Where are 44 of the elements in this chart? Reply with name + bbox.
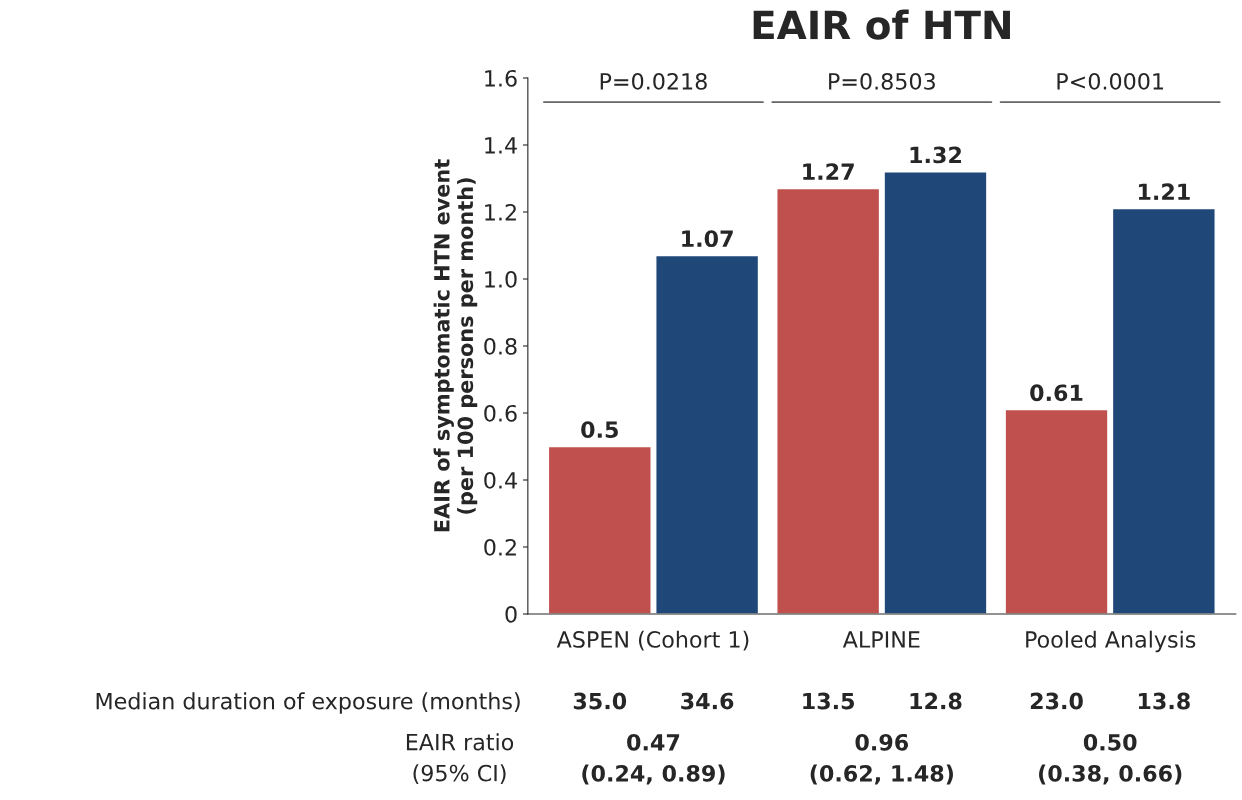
text: (0.24, 0.89) bbox=[582, 764, 725, 785]
x-tick-label: ASPEN (Cohort 1) bbox=[556, 630, 749, 651]
data-label: 1.27 bbox=[803, 163, 854, 180]
data-label: 0.61 bbox=[1030, 384, 1083, 402]
bar bbox=[547, 445, 652, 614]
y-tick-label: 0.8 bbox=[484, 337, 517, 355]
text: (0.62, 1.48) bbox=[810, 764, 953, 785]
y-axis-title: EAIR of symptomatic HTN event (per 100 persons per month) bbox=[433, 159, 478, 532]
text: 35.0 bbox=[573, 692, 627, 710]
bar bbox=[1111, 207, 1216, 614]
text: (95% CI) bbox=[413, 764, 506, 785]
bar bbox=[1004, 408, 1109, 614]
y-tick-label: 1.0 bbox=[485, 270, 517, 288]
data-label: 1.32 bbox=[910, 146, 961, 164]
y-tick-label: 1.2 bbox=[485, 203, 516, 221]
y-tick-label: 0.6 bbox=[484, 404, 517, 422]
text: 13.8 bbox=[1138, 692, 1190, 710]
text: 0.50 bbox=[1083, 733, 1137, 751]
y-tick-label: 0 bbox=[505, 605, 517, 623]
text: 13.5 bbox=[803, 692, 855, 710]
chart-title: EAIR of HTN bbox=[753, 9, 1010, 40]
y-tick-label: 0.4 bbox=[484, 471, 517, 489]
text: 0.96 bbox=[855, 733, 909, 751]
text: EAIR ratio bbox=[406, 733, 514, 751]
text: 12.8 bbox=[910, 692, 962, 710]
text: 0.47 bbox=[627, 733, 680, 751]
bar bbox=[776, 187, 881, 614]
annotation: P=0.0218 bbox=[600, 72, 707, 90]
text: (0.38, 0.66) bbox=[1039, 764, 1182, 785]
annotation: P<0.0001 bbox=[1057, 72, 1164, 90]
data-label: 0.5 bbox=[581, 421, 618, 439]
data-label: 1.21 bbox=[1138, 183, 1190, 200]
text: 23.0 bbox=[1030, 692, 1083, 710]
data-label: 1.07 bbox=[682, 230, 733, 248]
x-tick-label: Pooled Analysis bbox=[1026, 630, 1196, 653]
text: Median duration of exposure (months) bbox=[96, 692, 520, 714]
text: 34.6 bbox=[681, 692, 734, 710]
annotation: P=0.8503 bbox=[829, 72, 935, 90]
y-tick-label: 1.4 bbox=[485, 137, 517, 154]
bar bbox=[655, 254, 760, 614]
y-tick-label: 1.6 bbox=[485, 69, 517, 87]
x-tick-label: ALPINE bbox=[842, 631, 920, 648]
bar bbox=[883, 171, 988, 614]
y-tick-label: 0.2 bbox=[484, 538, 516, 556]
